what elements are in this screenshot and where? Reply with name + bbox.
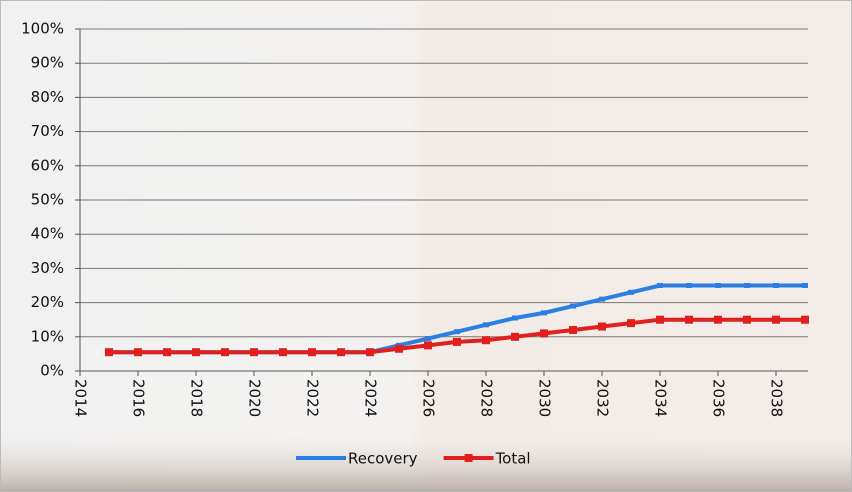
y-tick-label: 40% <box>31 225 64 243</box>
marker <box>743 316 751 324</box>
marker <box>686 283 692 288</box>
y-tick-label: 10% <box>31 327 64 345</box>
marker <box>656 316 664 324</box>
marker <box>628 290 634 295</box>
x-tick-label: 2028 <box>478 379 496 417</box>
marker <box>599 297 605 302</box>
marker <box>773 283 779 288</box>
x-tick-label: 2030 <box>536 379 554 417</box>
marker <box>453 338 461 346</box>
marker <box>511 333 519 341</box>
x-tick-label: 2014 <box>72 379 90 417</box>
marker <box>714 316 722 324</box>
marker <box>308 348 316 356</box>
marker <box>715 283 721 288</box>
marker <box>279 348 287 356</box>
marker <box>772 316 780 324</box>
background-band <box>0 430 852 492</box>
marker <box>163 348 171 356</box>
legend-label: Total <box>495 450 531 468</box>
marker <box>337 348 345 356</box>
x-tick-label: 2036 <box>710 379 728 417</box>
marker <box>424 341 432 349</box>
marker <box>425 336 431 341</box>
x-tick-label: 2032 <box>594 379 612 417</box>
marker <box>569 326 577 334</box>
y-tick-label: 80% <box>31 88 64 106</box>
x-tick-label: 2016 <box>130 379 148 417</box>
marker <box>483 322 489 327</box>
marker <box>105 348 113 356</box>
marker <box>570 304 576 309</box>
marker <box>366 348 374 356</box>
y-tick-label: 20% <box>31 293 64 311</box>
background <box>0 0 852 492</box>
marker <box>802 283 808 288</box>
marker <box>801 316 809 324</box>
y-tick-label: 70% <box>31 122 64 140</box>
marker <box>541 310 547 315</box>
x-tick-label: 2020 <box>246 379 264 417</box>
marker <box>598 323 606 331</box>
x-tick-label: 2026 <box>420 379 438 417</box>
page: 0% 10% 20% 30% 40% 50% 60% 70% 80% 90% 100% 2014 201… <box>0 0 852 492</box>
marker <box>454 329 460 334</box>
x-tick-label: 2034 <box>652 379 670 417</box>
x-tick-label: 2018 <box>188 379 206 417</box>
marker <box>192 348 200 356</box>
marker <box>685 316 693 324</box>
marker <box>221 348 229 356</box>
marker <box>627 319 635 327</box>
marker <box>482 336 490 344</box>
marker <box>512 315 518 320</box>
marker <box>657 283 663 288</box>
marker <box>540 329 548 337</box>
legend-label: Recovery <box>348 450 418 468</box>
marker <box>250 348 258 356</box>
y-tick-label: 50% <box>31 191 64 209</box>
x-tick-label: 2022 <box>304 379 322 417</box>
x-tick-label: 2038 <box>768 379 786 417</box>
x-tick-label: 2024 <box>362 379 380 417</box>
y-tick-label: 100% <box>21 20 64 38</box>
legend-marker <box>465 454 473 462</box>
marker <box>134 348 142 356</box>
y-tick-label: 30% <box>31 259 64 277</box>
marker <box>744 283 750 288</box>
y-tick-label: 60% <box>31 156 64 174</box>
marker <box>395 345 403 353</box>
y-tick-label: 90% <box>31 54 64 72</box>
chart: 0% 10% 20% 30% 40% 50% 60% 70% 80% 90% 100% 2014 201… <box>0 0 852 492</box>
y-tick-label: 0% <box>40 362 64 380</box>
